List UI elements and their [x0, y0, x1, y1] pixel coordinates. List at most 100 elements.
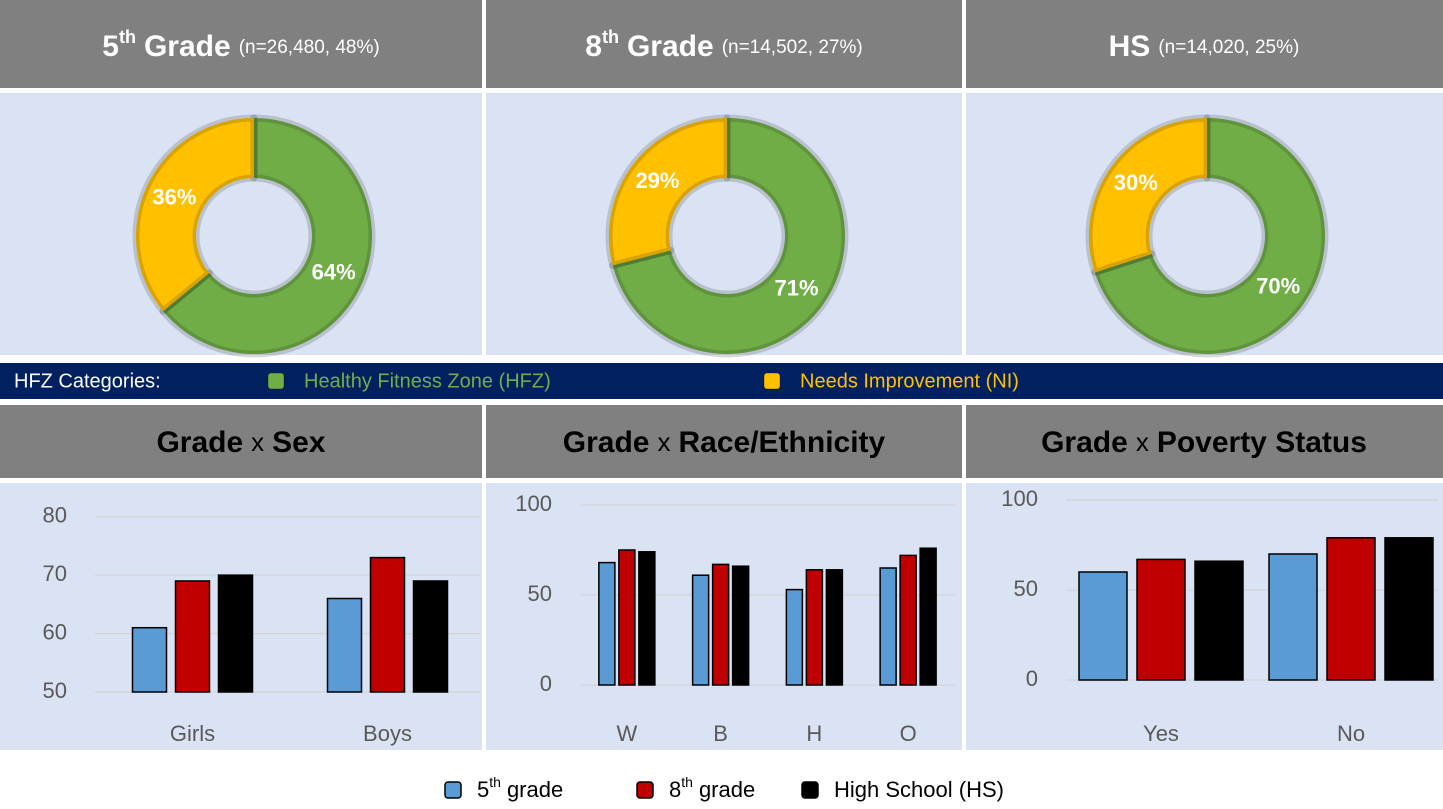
title-grade: 5 — [102, 30, 119, 63]
header-cell — [486, 0, 962, 88]
legend-sup: th — [681, 774, 693, 790]
category-bar — [0, 363, 1443, 399]
panel-title: 5th Grade (n=26,480, 48%) — [102, 27, 379, 63]
bar — [326, 597, 363, 693]
title-sup: th — [602, 27, 619, 47]
x-tick-label: B — [713, 721, 728, 746]
title-n: (n=26,480, 48%) — [239, 37, 380, 58]
legend-label: Healthy Fitness Zone (HFZ) — [304, 370, 551, 392]
bar — [1136, 558, 1186, 681]
panel-title: Grade x Race/Ethnicity — [563, 426, 886, 459]
value-label: 64% — [312, 259, 356, 284]
y-tick-label: 50 — [1014, 576, 1038, 601]
donut-segment — [1091, 114, 1329, 358]
bar — [369, 556, 406, 693]
bar — [638, 551, 656, 686]
legend-sup: th — [489, 774, 501, 790]
title-n: (n=14,020, 25%) — [1158, 37, 1299, 58]
donut-segment — [1085, 114, 1211, 276]
x-tick-label: Boys — [363, 721, 412, 746]
y-tick-label: 60 — [43, 619, 67, 644]
bar — [805, 569, 824, 686]
legend-swatch — [636, 781, 654, 799]
header-cell — [0, 405, 482, 478]
bar — [1326, 537, 1376, 681]
legend-rest: grade — [699, 777, 755, 802]
bar — [1384, 537, 1434, 681]
value-label: 36% — [152, 184, 196, 209]
legend-base: 8 — [669, 777, 681, 802]
header-cell — [0, 0, 482, 88]
value-label: 29% — [635, 168, 679, 193]
title-label: Grade — [144, 30, 231, 63]
y-tick-label: 100 — [1001, 486, 1038, 511]
donut-segment — [159, 114, 376, 358]
bar — [412, 580, 449, 693]
x-tick-label: No — [1337, 721, 1365, 746]
value-label: 71% — [775, 276, 819, 301]
title-b: Sex — [272, 426, 326, 459]
title-sup: th — [119, 27, 136, 47]
x-tick-label: O — [900, 721, 917, 746]
bar — [879, 567, 897, 686]
x-tick-label: H — [806, 721, 822, 746]
bar — [825, 569, 844, 686]
title-a: Grade — [563, 426, 650, 459]
bar — [731, 565, 750, 686]
legend-swatch — [444, 781, 462, 799]
bar — [691, 574, 710, 686]
x-tick-label: Yes — [1143, 721, 1179, 746]
header-cell — [966, 405, 1443, 478]
panel-title: HS (n=14,020, 25%) — [1109, 30, 1300, 63]
title-label: HS — [1109, 30, 1151, 63]
y-tick-label: 0 — [540, 671, 552, 696]
legend-swatch — [267, 372, 285, 390]
value-label: 70% — [1256, 274, 1300, 299]
y-tick-label: 0 — [1026, 666, 1038, 691]
panel-title: 8th Grade (n=14,502, 27%) — [585, 27, 862, 63]
legend-label: High School (HS) — [834, 777, 1004, 802]
x-tick-label: W — [616, 721, 637, 746]
legend-swatch — [801, 781, 819, 799]
legend-rest: grade — [507, 777, 563, 802]
donut-segment — [609, 114, 849, 358]
legend-base: 5 — [477, 777, 489, 802]
legend-label: Needs Improvement (NI) — [800, 370, 1019, 392]
header-cell — [486, 405, 962, 478]
y-tick-label: 70 — [43, 561, 67, 586]
bar — [598, 561, 616, 686]
y-tick-label: 80 — [43, 503, 67, 528]
donut-segment — [605, 114, 731, 269]
bar — [919, 547, 937, 686]
legend-base: High School (HS) — [834, 777, 1004, 802]
legend-label: 8th grade — [669, 774, 755, 802]
bar — [217, 574, 254, 693]
bar — [1078, 571, 1128, 681]
title-label: Grade — [627, 30, 714, 63]
panel-title: Grade x Poverty Status — [1041, 426, 1367, 459]
bar — [1194, 560, 1244, 681]
legend-label: 5th grade — [477, 774, 563, 802]
donut-segment — [132, 114, 258, 315]
title-b: Race/Ethnicity — [678, 426, 885, 459]
y-tick-label: 50 — [43, 678, 67, 703]
bar — [711, 563, 730, 686]
bar — [174, 580, 211, 693]
bar — [899, 554, 917, 686]
title-a: Grade — [1041, 426, 1128, 459]
y-tick-label: 100 — [515, 491, 552, 516]
title-sep: x — [657, 427, 670, 457]
hfz-label: HFZ Categories: — [14, 370, 161, 392]
title-sep: x — [1136, 427, 1149, 457]
panel-title: Grade x Sex — [156, 426, 325, 459]
title-a: Grade — [156, 426, 243, 459]
x-tick-label: Girls — [170, 721, 215, 746]
bar — [785, 588, 804, 686]
header-cell — [966, 0, 1443, 88]
title-grade: 8 — [585, 30, 602, 63]
bar — [131, 626, 168, 693]
bar — [1268, 553, 1318, 681]
title-sep: x — [251, 427, 264, 457]
legend-swatch — [763, 372, 781, 390]
